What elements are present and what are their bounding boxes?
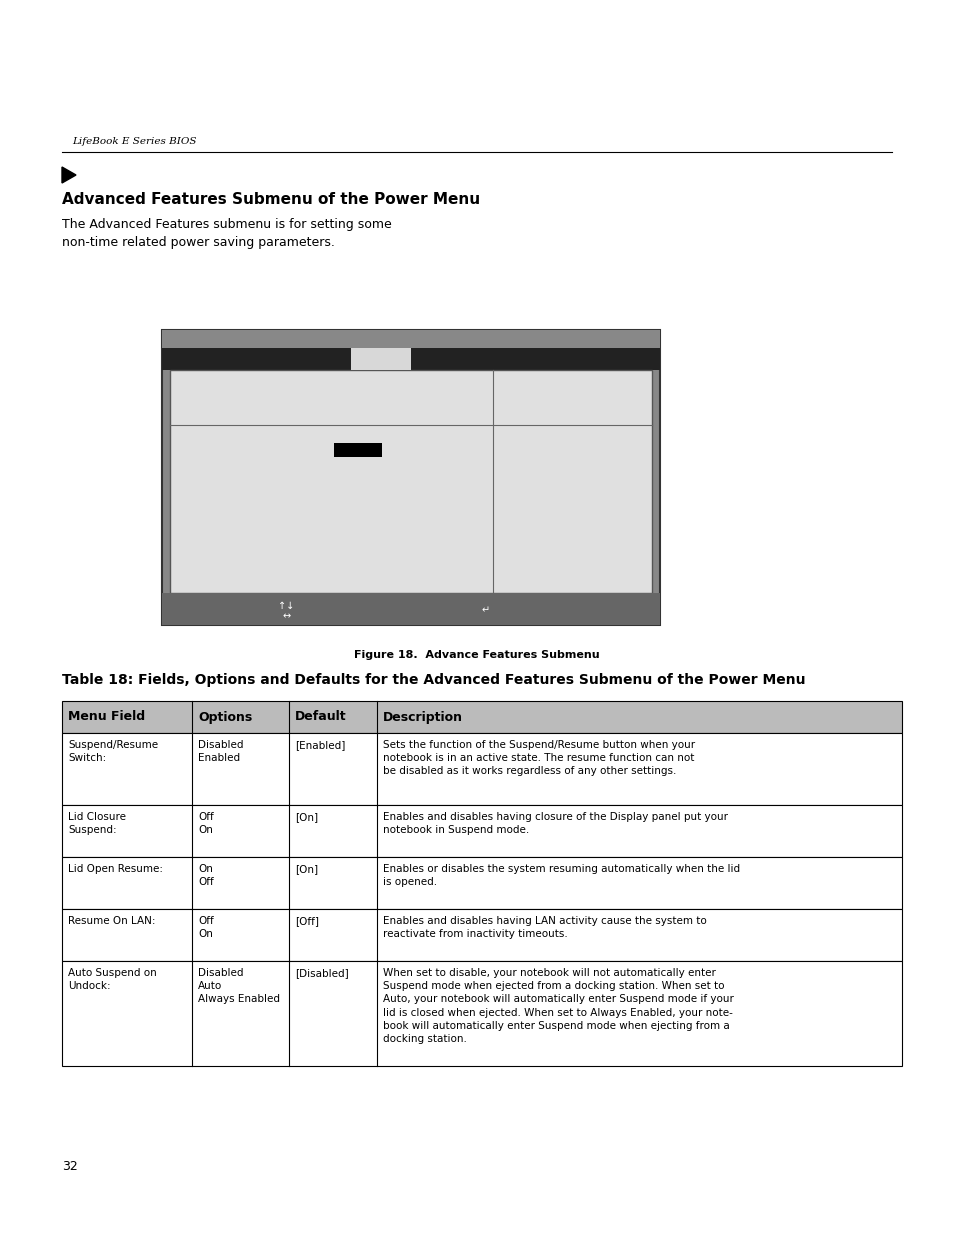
Text: Lid Open Resume:: Lid Open Resume:: [68, 864, 163, 874]
Text: Enables or disables the system resuming automatically when the lid
is opened.: Enables or disables the system resuming …: [382, 864, 740, 887]
Text: Advanced Features Submenu of the Power Menu: Advanced Features Submenu of the Power M…: [62, 191, 479, 207]
Text: Figure 18.  Advance Features Submenu: Figure 18. Advance Features Submenu: [354, 650, 599, 659]
Text: On
Off: On Off: [198, 864, 213, 887]
Text: ↑↓: ↑↓: [278, 601, 294, 611]
Bar: [334, 443, 381, 457]
Text: Enables and disables having closure of the Display panel put your
notebook in Su: Enables and disables having closure of t…: [382, 811, 727, 835]
Bar: [62, 701, 901, 734]
Bar: [162, 593, 659, 625]
Text: [On]: [On]: [294, 864, 317, 874]
Bar: [170, 370, 651, 593]
Text: [Off]: [Off]: [294, 916, 318, 926]
Text: Disabled
Enabled: Disabled Enabled: [198, 740, 243, 763]
Text: When set to disable, your notebook will not automatically enter
Suspend mode whe: When set to disable, your notebook will …: [382, 968, 733, 1044]
Text: [Disabled]: [Disabled]: [294, 968, 348, 978]
Text: Lid Closure
Suspend:: Lid Closure Suspend:: [68, 811, 126, 835]
Text: [On]: [On]: [294, 811, 317, 823]
Text: Disabled
Auto
Always Enabled: Disabled Auto Always Enabled: [198, 968, 280, 1004]
Text: Default: Default: [294, 710, 346, 724]
Polygon shape: [62, 167, 76, 183]
Bar: [62, 961, 901, 1066]
Bar: [62, 805, 901, 857]
Bar: [62, 857, 901, 909]
Text: Off
On: Off On: [198, 811, 213, 835]
Bar: [62, 909, 901, 961]
Text: Resume On LAN:: Resume On LAN:: [68, 916, 155, 926]
Bar: [62, 734, 901, 805]
Text: Off
On: Off On: [198, 916, 213, 939]
Text: [Enabled]: [Enabled]: [294, 740, 345, 750]
Text: ↵: ↵: [481, 605, 489, 615]
Text: Auto Suspend on
Undock:: Auto Suspend on Undock:: [68, 968, 156, 992]
Text: ↔: ↔: [282, 611, 291, 621]
Text: The Advanced Features submenu is for setting some
non-time related power saving : The Advanced Features submenu is for set…: [62, 219, 392, 249]
Bar: [162, 348, 659, 370]
Bar: [162, 330, 659, 348]
Text: Suspend/Resume
Switch:: Suspend/Resume Switch:: [68, 740, 158, 763]
Text: 32: 32: [62, 1160, 77, 1173]
Text: Menu Field: Menu Field: [68, 710, 145, 724]
Bar: [162, 330, 659, 625]
Text: Table 18: Fields, Options and Defaults for the Advanced Features Submenu of the : Table 18: Fields, Options and Defaults f…: [62, 673, 804, 687]
Text: Description: Description: [382, 710, 462, 724]
Text: LifeBook E Series BIOS: LifeBook E Series BIOS: [71, 137, 196, 146]
Text: Sets the function of the Suspend/Resume button when your
notebook is in an activ: Sets the function of the Suspend/Resume …: [382, 740, 695, 777]
Bar: [351, 348, 411, 370]
Text: Options: Options: [198, 710, 253, 724]
Text: Enables and disables having LAN activity cause the system to
reactivate from ina: Enables and disables having LAN activity…: [382, 916, 706, 939]
